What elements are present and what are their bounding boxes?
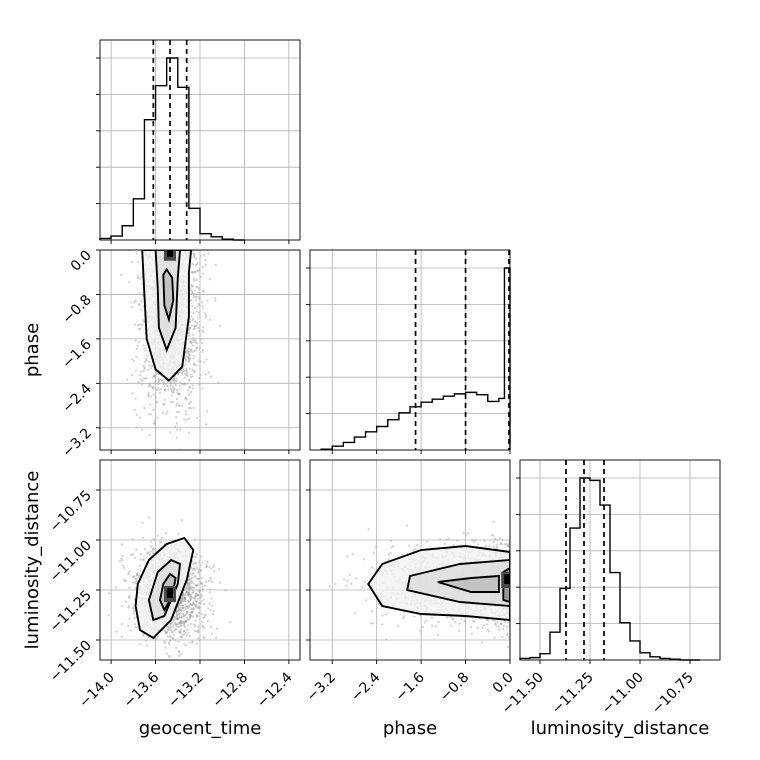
contour-line	[141, 250, 193, 382]
x-tick-label: −11.25	[549, 670, 597, 718]
x-tick-label: −13.6	[121, 669, 163, 711]
contours-geocent_time-luminosity_distance	[134, 536, 195, 640]
x-tick-label: −11.00	[599, 670, 647, 718]
contour-line	[367, 545, 510, 621]
x-axis-label-phase: phase	[383, 718, 437, 739]
contour-line	[406, 559, 510, 607]
y-tick-label: −3.2	[59, 425, 94, 460]
contour-line	[437, 574, 500, 593]
y-tick-label: −11.50	[47, 638, 95, 686]
x-tick-label: −10.75	[649, 670, 697, 718]
x-tick-label: −3.2	[304, 670, 339, 705]
contour-line	[147, 558, 182, 622]
contour-line	[159, 572, 177, 613]
y-axis-label-luminosity-distance: luminosity_distance	[22, 471, 43, 650]
contour-fill	[437, 576, 499, 592]
contour-line	[154, 250, 181, 353]
density-peak	[504, 574, 510, 584]
x-tick-label: −12.4	[254, 669, 296, 711]
grid-layer	[100, 40, 720, 660]
x-axis-label-geocent-time: geocent_time	[139, 718, 262, 739]
x-tick-label: −14.0	[76, 670, 118, 712]
y-axis-label-phase: phase	[22, 323, 43, 377]
y-tick-label: −10.75	[47, 488, 95, 536]
y-tick-label: −11.00	[47, 538, 95, 586]
panel-frame	[309, 459, 511, 661]
x-tick-label: −13.2	[165, 670, 207, 712]
density-peak	[167, 588, 173, 598]
panel-frame	[309, 249, 511, 451]
x-tick-label: −1.6	[393, 669, 428, 704]
x-tick-label: −2.4	[348, 669, 383, 704]
label-layer: geocent_time phase luminosity_distance p…	[22, 323, 709, 739]
panel-frame	[519, 459, 721, 661]
y-tick-label: −11.25	[47, 588, 95, 636]
contours-geocent_time-phase	[141, 250, 193, 382]
x-tick-label: −12.8	[210, 670, 252, 712]
contour-line	[162, 267, 175, 323]
histogram-geocent_time	[99, 57, 245, 241]
y-tick-label: −1.6	[59, 336, 94, 371]
y-tick-label: −2.4	[59, 381, 94, 416]
histogram-luminosity_distance	[519, 477, 700, 661]
histogram-phase	[320, 267, 511, 450]
y-tick-label: −0.8	[59, 292, 94, 327]
x-axis-label-luminosity-distance: luminosity_distance	[531, 718, 710, 739]
y-tick-label: 0.0	[68, 248, 95, 275]
density-peak	[167, 250, 173, 257]
content-layer	[99, 40, 700, 661]
contour-line	[502, 566, 510, 603]
x-tick-label: −0.8	[437, 670, 472, 705]
contours-phase-luminosity_distance	[367, 545, 510, 621]
frame-layer	[99, 39, 721, 661]
contour-line	[134, 536, 195, 640]
